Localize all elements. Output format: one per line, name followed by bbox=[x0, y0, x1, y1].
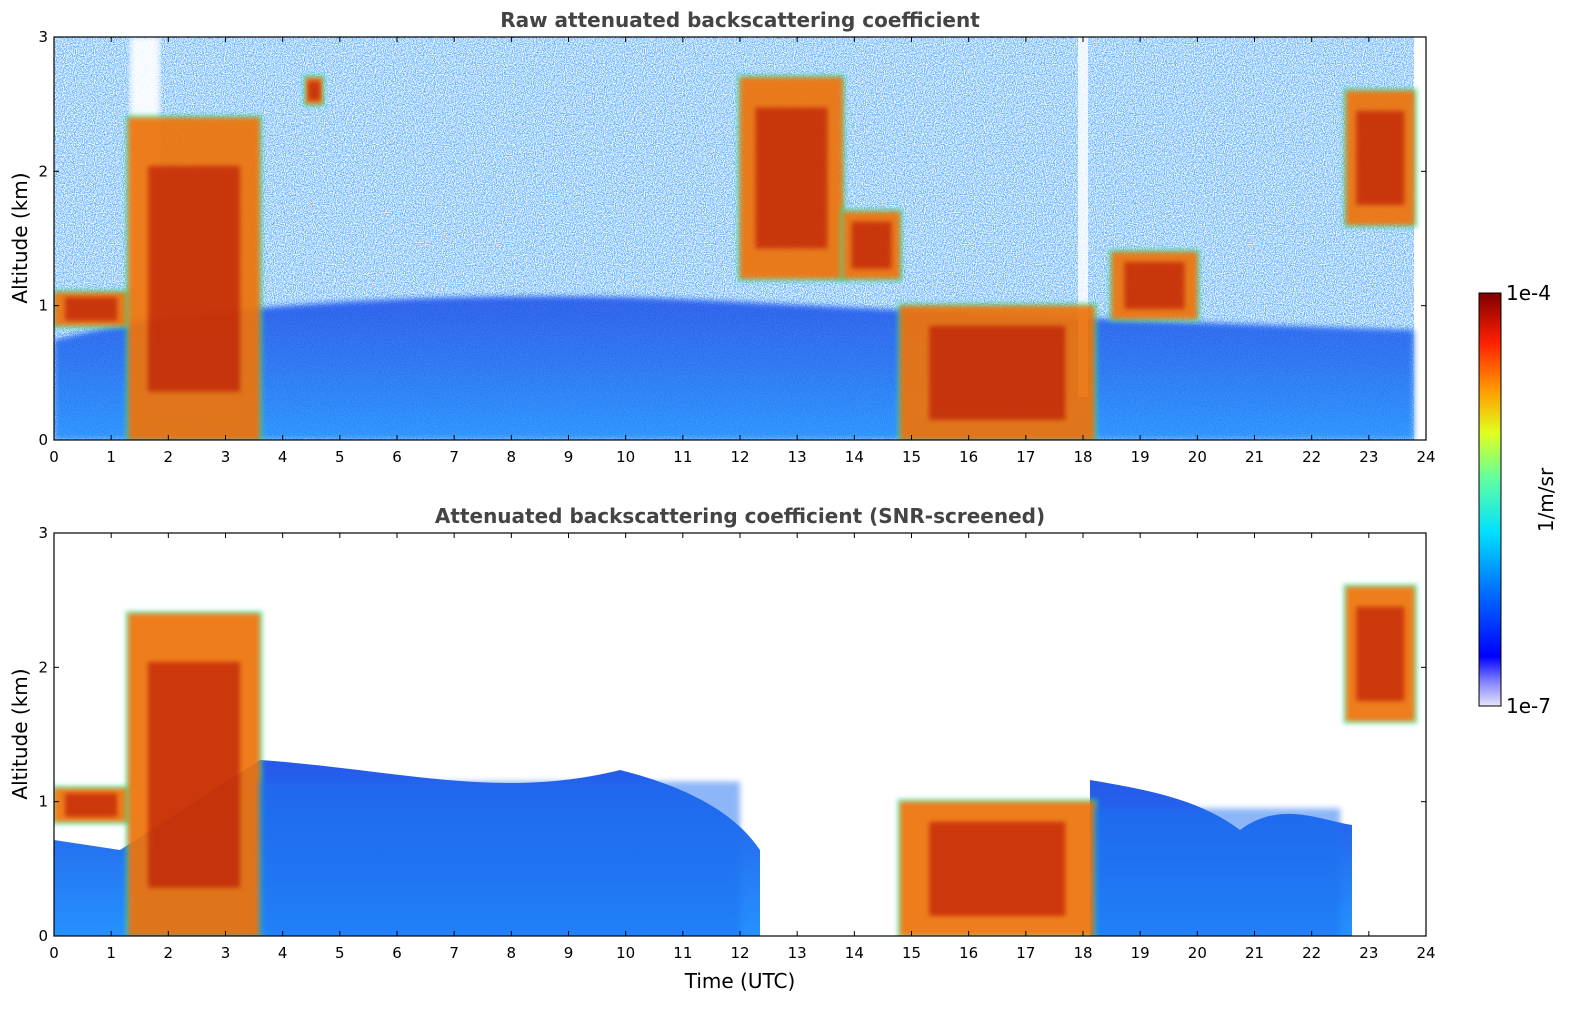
x-tick-label: 2 bbox=[164, 944, 174, 962]
x-tick-label: 15 bbox=[902, 448, 921, 466]
x-tick-label: 19 bbox=[1131, 944, 1150, 962]
x-tick-label: 11 bbox=[673, 944, 692, 962]
y-tick-label: 3 bbox=[38, 28, 48, 46]
panel-raw-title: Raw attenuated backscattering coefficien… bbox=[500, 8, 980, 32]
x-tick-label: 7 bbox=[449, 448, 459, 466]
panel-raw-features bbox=[54, 74, 1418, 440]
x-tick-label: 10 bbox=[616, 944, 635, 962]
x-tick-label: 12 bbox=[730, 944, 749, 962]
x-tick-label: 20 bbox=[1188, 448, 1207, 466]
y-tick-label: 0 bbox=[38, 927, 48, 945]
colorbar-title: 1/m/sr bbox=[1534, 467, 1558, 532]
x-tick-label: 24 bbox=[1416, 448, 1435, 466]
panel-raw-heatmap bbox=[54, 37, 1426, 440]
colorbar-gradient bbox=[1478, 292, 1502, 707]
x-tick-label: 15 bbox=[902, 944, 921, 962]
feature-peak bbox=[1356, 110, 1405, 205]
x-tick-label: 4 bbox=[278, 944, 288, 962]
x-tick-label: 5 bbox=[335, 944, 345, 962]
feature-peak bbox=[1124, 262, 1185, 310]
feature-low bbox=[259, 781, 740, 936]
y-tick-label: 2 bbox=[38, 162, 48, 180]
x-tick-label: 1 bbox=[106, 448, 116, 466]
feature-peak bbox=[929, 821, 1066, 916]
x-tick-label: 12 bbox=[730, 448, 749, 466]
panel-raw-ylabel: Altitude (km) bbox=[8, 172, 32, 303]
x-tick-label: 2 bbox=[164, 448, 174, 466]
panel-screened: Attenuated backscattering coefficient (S… bbox=[8, 504, 1436, 993]
panel-screened-features bbox=[54, 583, 1418, 936]
y-tick-label: 2 bbox=[38, 658, 48, 676]
panel-raw: Raw attenuated backscattering coefficien… bbox=[8, 8, 1436, 466]
x-tick-label: 7 bbox=[449, 944, 459, 962]
panel-raw-yaxis: 0 1 2 3 bbox=[38, 28, 1426, 449]
feature-peak bbox=[851, 221, 892, 269]
feature-peak bbox=[148, 165, 241, 392]
y-tick-label: 1 bbox=[38, 793, 48, 811]
panel-screened-xlabel: Time (UTC) bbox=[684, 969, 796, 993]
panel-raw-xaxis: 0 1 2 3 4 5 6 7 8 9 10 11 12 13 14 15 16 17 18 19 20 21 22 23 24 bbox=[49, 37, 1436, 466]
x-tick-label: 4 bbox=[278, 448, 288, 466]
x-tick-label: 24 bbox=[1416, 944, 1435, 962]
x-tick-label: 14 bbox=[845, 944, 864, 962]
x-tick-label: 13 bbox=[788, 448, 807, 466]
x-tick-label: 8 bbox=[507, 944, 517, 962]
feature-peak bbox=[755, 107, 828, 249]
x-tick-label: 20 bbox=[1188, 944, 1207, 962]
x-tick-label: 9 bbox=[564, 944, 574, 962]
x-tick-label: 16 bbox=[959, 944, 978, 962]
feature-peak bbox=[929, 325, 1066, 420]
y-tick-label: 0 bbox=[38, 431, 48, 449]
x-tick-label: 17 bbox=[1016, 448, 1035, 466]
x-tick-label: 8 bbox=[507, 448, 517, 466]
x-tick-label: 5 bbox=[335, 448, 345, 466]
panel-screened-title: Attenuated backscattering coefficient (S… bbox=[435, 504, 1045, 528]
panel-screened-ylabel: Altitude (km) bbox=[8, 668, 32, 799]
x-tick-label: 21 bbox=[1245, 944, 1264, 962]
colorbar-max-label: 1e-4 bbox=[1506, 281, 1551, 305]
feature-low bbox=[1094, 808, 1341, 936]
feature-peak bbox=[1356, 606, 1405, 701]
x-tick-label: 19 bbox=[1131, 448, 1150, 466]
x-tick-label: 6 bbox=[392, 448, 402, 466]
y-tick-label: 3 bbox=[38, 524, 48, 542]
x-tick-label: 22 bbox=[1302, 448, 1321, 466]
x-tick-label: 23 bbox=[1359, 448, 1378, 466]
x-tick-label: 21 bbox=[1245, 448, 1264, 466]
x-tick-label: 22 bbox=[1302, 944, 1321, 962]
x-tick-label: 23 bbox=[1359, 944, 1378, 962]
y-tick-label: 1 bbox=[38, 297, 48, 315]
panel-screened-xaxis: 0 1 2 3 4 5 6 7 8 9 10 11 12 13 14 15 16 17 18 19 20 21 22 23 24 bbox=[49, 533, 1436, 962]
x-tick-label: 3 bbox=[221, 944, 231, 962]
x-tick-label: 18 bbox=[1073, 448, 1092, 466]
x-tick-label: 17 bbox=[1016, 944, 1035, 962]
panel-screened-yaxis: 0 1 2 3 bbox=[38, 524, 1426, 945]
x-tick-label: 10 bbox=[616, 448, 635, 466]
x-tick-label: 6 bbox=[392, 944, 402, 962]
x-tick-label: 1 bbox=[106, 944, 116, 962]
colorbar-min-label: 1e-7 bbox=[1506, 694, 1551, 718]
feature-peak bbox=[148, 661, 241, 888]
x-tick-label: 14 bbox=[845, 448, 864, 466]
feature-peak bbox=[65, 793, 118, 817]
feature-peak bbox=[65, 297, 118, 321]
x-tick-label: 0 bbox=[49, 944, 59, 962]
x-tick-label: 0 bbox=[49, 448, 59, 466]
colorbar: 1e-4 1e-7 1/m/sr bbox=[1478, 281, 1558, 718]
x-tick-label: 11 bbox=[673, 448, 692, 466]
feature-peak bbox=[308, 81, 321, 101]
x-tick-label: 9 bbox=[564, 448, 574, 466]
x-tick-label: 16 bbox=[959, 448, 978, 466]
panel-screened-heatmap bbox=[54, 533, 1426, 936]
x-tick-label: 3 bbox=[221, 448, 231, 466]
x-tick-label: 18 bbox=[1073, 944, 1092, 962]
x-tick-label: 13 bbox=[788, 944, 807, 962]
